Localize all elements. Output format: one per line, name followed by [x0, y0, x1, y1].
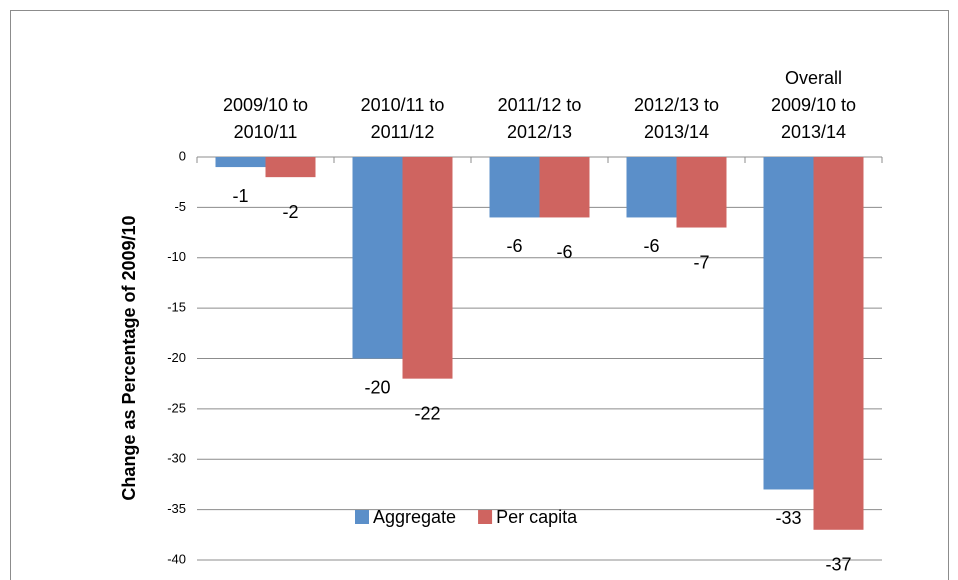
- value-label: -20: [364, 377, 390, 397]
- category-label: Overall 2009/10 to 2013/14: [771, 68, 856, 142]
- chart-border: [10, 10, 949, 580]
- value-label: -2: [282, 202, 298, 222]
- value-label: -6: [556, 242, 572, 262]
- bar: [626, 157, 677, 218]
- bar: [215, 157, 266, 168]
- bar: [539, 157, 590, 218]
- value-label: -6: [643, 236, 659, 256]
- legend-swatch: [478, 510, 493, 524]
- y-tick-label: -5: [174, 199, 186, 214]
- y-tick-label: 0: [179, 148, 186, 163]
- bar: [352, 157, 403, 359]
- y-tick-label: -40: [167, 551, 186, 566]
- y-tick-label: -15: [167, 300, 186, 315]
- legend-label: Aggregate: [373, 507, 456, 527]
- value-label: -22: [414, 403, 440, 423]
- y-tick-label: -10: [167, 249, 186, 264]
- y-tick-label: -30: [167, 451, 186, 466]
- bar: [402, 157, 453, 379]
- y-tick-label: -20: [167, 350, 186, 365]
- category-label: 2009/10 to 2010/11: [223, 95, 308, 142]
- bar: [676, 157, 727, 228]
- value-label: -1: [232, 186, 248, 206]
- y-tick-label: -35: [167, 501, 186, 516]
- bar: [489, 157, 540, 218]
- y-axis-title: Change as Percentage of 2009/10: [119, 215, 139, 500]
- category-label: 2010/11 to 2011/12: [361, 95, 445, 142]
- legend-label: Per capita: [496, 507, 578, 527]
- category-label: 2012/13 to 2013/14: [634, 95, 719, 142]
- bar: [763, 157, 814, 490]
- value-label: -7: [693, 252, 709, 272]
- value-label: -6: [506, 236, 522, 256]
- legend-swatch: [355, 510, 369, 524]
- y-tick-label: -25: [167, 400, 186, 415]
- category-label: 2011/12 to 2012/13: [498, 95, 582, 142]
- value-label: -33: [775, 508, 801, 528]
- value-label: -37: [825, 555, 851, 575]
- bar: [265, 157, 316, 178]
- bar: [813, 157, 864, 530]
